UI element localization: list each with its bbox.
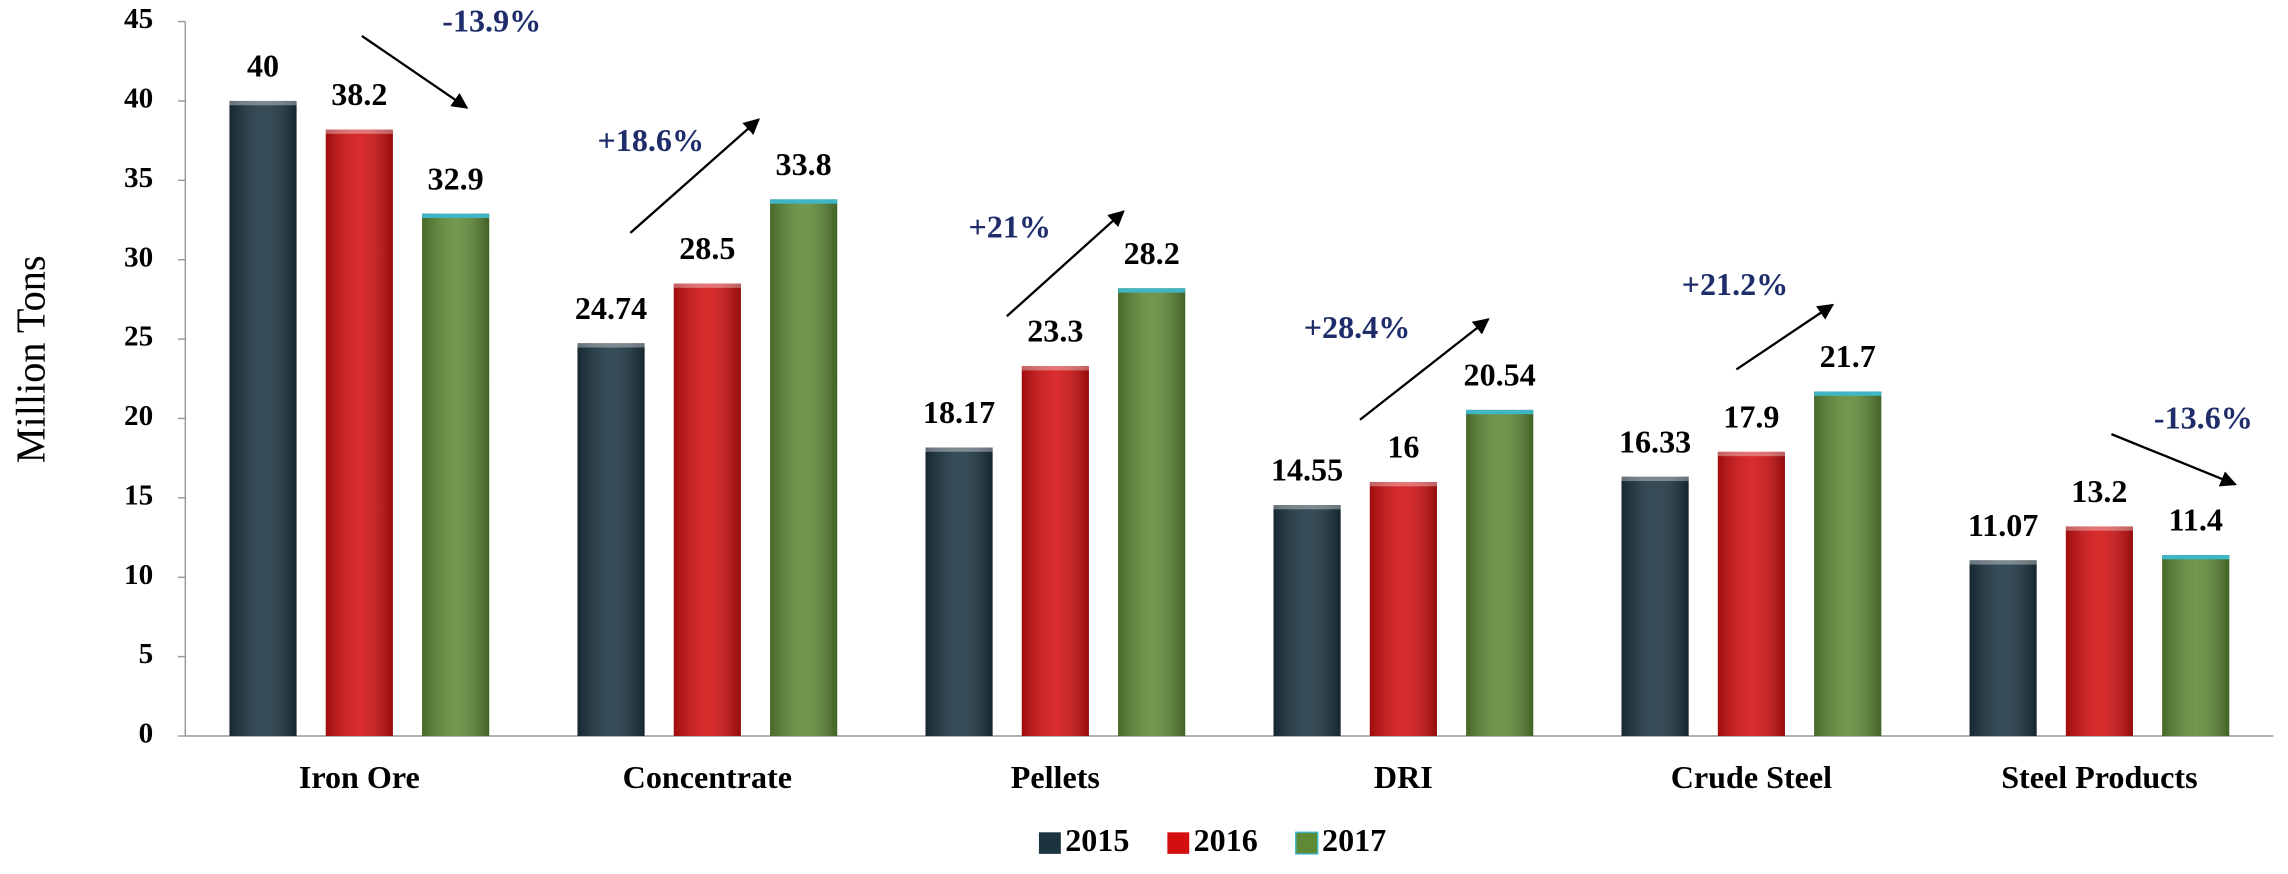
y-tick-label: 0 bbox=[139, 718, 154, 750]
trend-arrow bbox=[2110, 433, 2237, 487]
bar-shade bbox=[1969, 560, 2037, 736]
bar-shade bbox=[770, 199, 838, 737]
legend-swatch bbox=[1295, 831, 1319, 855]
data-label: 28.2 bbox=[1124, 236, 1180, 271]
y-tick-label: 20 bbox=[124, 400, 153, 432]
data-label: 14.55 bbox=[1271, 453, 1343, 488]
legend-label: 2015 bbox=[1065, 823, 1129, 858]
data-label: 28.5 bbox=[679, 231, 735, 266]
bar-cap bbox=[577, 343, 645, 348]
y-tick-label: 30 bbox=[124, 241, 153, 273]
bar-shade bbox=[422, 213, 490, 736]
legend-label: 2016 bbox=[1194, 823, 1258, 858]
y-tick-label: 45 bbox=[124, 3, 153, 35]
bar-cap bbox=[1969, 560, 2037, 565]
legend-label: 2017 bbox=[1322, 823, 1386, 858]
x-tick-label: Pellets bbox=[1011, 760, 1100, 795]
bar-shade bbox=[2162, 555, 2230, 736]
data-label: 16 bbox=[1387, 430, 1419, 465]
y-tick-label: 5 bbox=[139, 638, 154, 670]
bar-shade bbox=[1814, 391, 1882, 736]
trend-arrow bbox=[1735, 303, 1835, 371]
data-label: 23.3 bbox=[1027, 314, 1083, 349]
bar-cap bbox=[1273, 504, 1341, 510]
bar-shade bbox=[1021, 366, 1089, 736]
y-tick-label: 25 bbox=[124, 321, 153, 353]
bar-shade bbox=[325, 129, 393, 736]
data-label: 18.17 bbox=[923, 395, 995, 430]
data-label: 17.9 bbox=[1723, 400, 1779, 435]
y-tick-label: 10 bbox=[124, 559, 153, 591]
bar-shade bbox=[229, 100, 297, 736]
bar-cap bbox=[925, 447, 993, 452]
y-tick-label: 40 bbox=[124, 83, 153, 115]
bar-cap bbox=[1466, 409, 1534, 415]
data-label: 24.74 bbox=[575, 291, 647, 326]
bar-shade bbox=[1273, 504, 1341, 736]
annotation: -13.9% bbox=[442, 4, 541, 39]
bar-cap bbox=[422, 213, 490, 218]
bar-cap bbox=[2065, 526, 2133, 531]
bar-cap bbox=[1021, 366, 1089, 371]
trend-arrow bbox=[629, 118, 760, 234]
bar-cap bbox=[673, 283, 741, 288]
data-label: 11.4 bbox=[2169, 503, 2223, 538]
annotation: +18.6% bbox=[598, 123, 705, 158]
trend-arrow bbox=[1359, 318, 1490, 421]
bar-shade bbox=[2065, 526, 2133, 736]
x-tick-label: Steel Products bbox=[2001, 760, 2197, 795]
bar-cap bbox=[770, 199, 838, 204]
data-label: 21.7 bbox=[1820, 339, 1876, 374]
data-label: 20.54 bbox=[1464, 358, 1536, 393]
y-tick-label: 15 bbox=[124, 480, 153, 512]
data-label: 16.33 bbox=[1619, 425, 1691, 460]
annotation: -13.6% bbox=[2154, 401, 2253, 436]
legend-swatch bbox=[1038, 832, 1061, 854]
bar-cap bbox=[1621, 476, 1689, 482]
y-tick-label: 35 bbox=[124, 162, 153, 194]
bar-shade bbox=[1717, 451, 1785, 736]
annotation: +28.4% bbox=[1304, 310, 1411, 345]
bar-cap bbox=[2162, 555, 2230, 560]
bar-cap bbox=[1369, 481, 1437, 487]
x-tick-label: Concentrate bbox=[623, 760, 792, 795]
data-label: 11.07 bbox=[1968, 508, 2039, 543]
data-label: 32.9 bbox=[428, 162, 484, 197]
bar-cap bbox=[1717, 451, 1785, 457]
data-label: 13.2 bbox=[2071, 474, 2127, 509]
x-tick-label: DRI bbox=[1374, 760, 1433, 795]
annotation: +21% bbox=[969, 209, 1051, 244]
trend-arrow bbox=[361, 34, 469, 109]
y-axis-title: Million Tons bbox=[8, 255, 53, 463]
bar-shade bbox=[673, 283, 741, 736]
x-tick-label: Crude Steel bbox=[1671, 760, 1832, 795]
bar-cap bbox=[1814, 391, 1882, 396]
bar-shade bbox=[1118, 288, 1186, 736]
bar-cap bbox=[325, 129, 393, 134]
data-label: 38.2 bbox=[331, 77, 387, 112]
trend-arrow bbox=[1006, 210, 1125, 318]
bar-cap bbox=[229, 100, 297, 106]
bar-shade bbox=[1466, 409, 1534, 736]
data-label: 33.8 bbox=[776, 147, 832, 182]
bar-cap bbox=[1118, 288, 1186, 293]
annotation: +21.2% bbox=[1682, 267, 1789, 302]
bar-shade bbox=[1369, 481, 1437, 736]
legend-swatch bbox=[1167, 832, 1190, 854]
bar-shade bbox=[925, 447, 993, 736]
x-tick-label: Iron Ore bbox=[299, 760, 420, 795]
bar-shade bbox=[577, 343, 645, 736]
data-label: 40 bbox=[247, 49, 279, 84]
bar-shade bbox=[1621, 476, 1689, 736]
